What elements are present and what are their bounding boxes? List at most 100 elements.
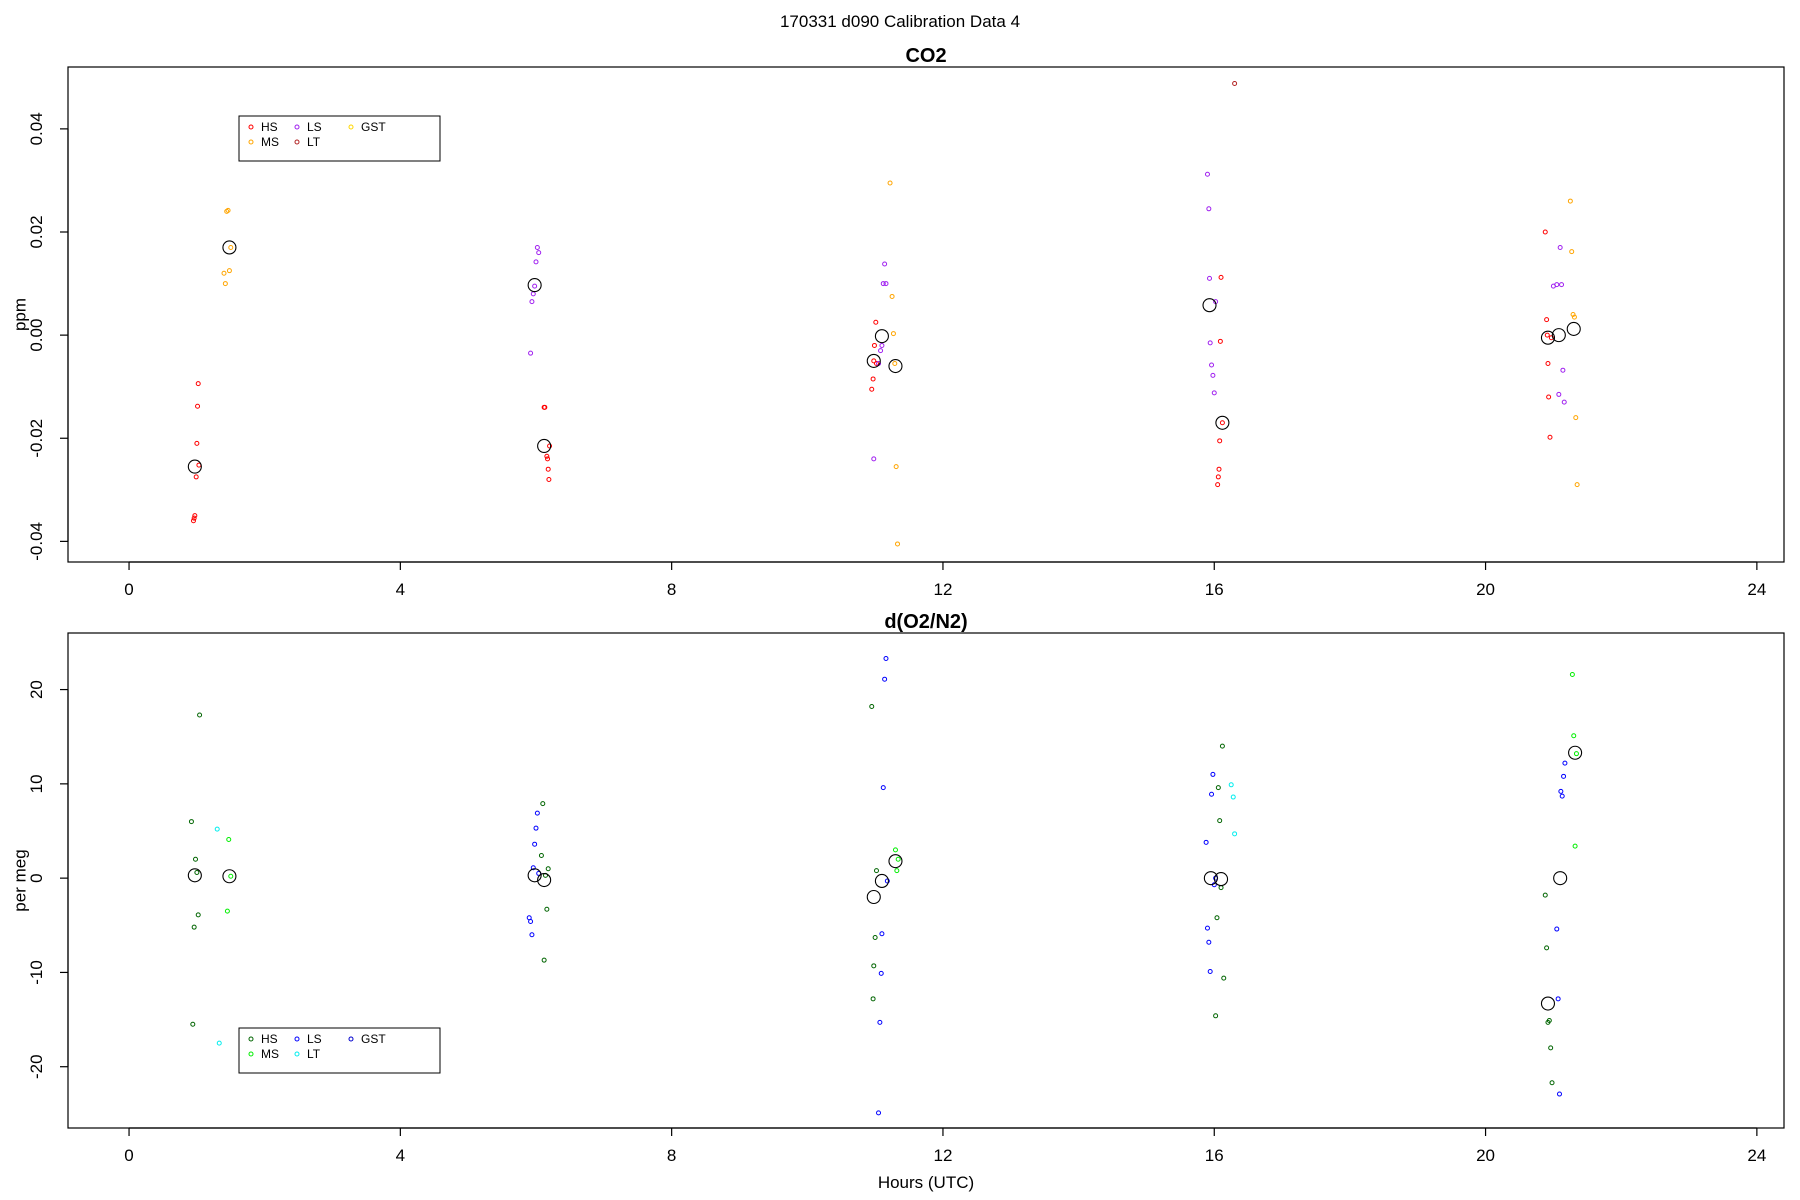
o2n2-y-tick-label: 10 — [27, 774, 46, 793]
o2n2-mean-point — [222, 869, 237, 884]
o2n2-point-ms — [894, 868, 900, 874]
co2-legend-label: HS — [261, 120, 278, 134]
co2-mean-point — [1215, 415, 1230, 430]
o2n2-panel-title: d(O2/N2) — [884, 611, 967, 633]
co2-legend-label: LT — [307, 135, 321, 149]
o2n2-point-hs — [541, 957, 547, 963]
co2-mean-point — [537, 438, 552, 454]
co2-point-ls — [882, 261, 888, 267]
o2n2-point-hs — [869, 704, 875, 710]
o2n2-point-hs — [1221, 975, 1227, 981]
co2-point-hs — [1545, 360, 1551, 366]
co2-legend-marker — [248, 139, 254, 145]
co2-point-ls — [534, 244, 540, 250]
o2n2-x-tick-label: 4 — [396, 1146, 405, 1165]
o2n2-point-ls — [1556, 1091, 1562, 1097]
co2-legend-label: LS — [307, 120, 322, 134]
o2n2-mean-point — [537, 872, 552, 888]
o2n2-point-hs — [194, 869, 200, 875]
o2n2-y-tick-label: -20 — [27, 1054, 46, 1079]
co2-point-ls — [1557, 244, 1563, 250]
co2-mean-point — [222, 240, 237, 255]
o2n2-point-hs — [872, 935, 878, 941]
co2-legend-marker — [348, 124, 354, 130]
co2-point-ls — [1207, 340, 1213, 346]
co2-point-ms — [889, 293, 895, 299]
co2-point-ms — [228, 244, 234, 250]
co2-point-hs — [871, 342, 877, 348]
o2n2-legend-label: GST — [361, 1032, 386, 1046]
o2n2-point-hs — [1542, 892, 1548, 898]
o2n2-legend-label: LS — [307, 1032, 322, 1046]
o2n2-point-hs — [1219, 743, 1225, 749]
o2n2-point-ls — [1210, 771, 1216, 777]
co2-legend-marker — [294, 139, 300, 145]
co2-x-tick-label: 24 — [1747, 580, 1766, 599]
o2n2-point-hs — [1544, 945, 1550, 951]
co2-point-hs — [873, 360, 879, 366]
co2-point-ls — [1556, 391, 1562, 397]
o2n2-point-lt — [214, 826, 220, 832]
co2-legend-label: MS — [261, 135, 279, 149]
o2n2-point-ls — [532, 841, 538, 847]
co2-mean-point — [1202, 298, 1217, 313]
o2n2-mean-point — [888, 854, 903, 869]
o2n2-x-tick-label: 12 — [933, 1146, 952, 1165]
o2n2-point-ms — [895, 856, 901, 862]
o2n2-x-tick-label: 24 — [1747, 1146, 1766, 1165]
co2-point-ls — [533, 259, 539, 265]
o2n2-mean-point — [866, 889, 881, 905]
o2n2-legend-label: LT — [307, 1047, 321, 1061]
o2n2-point-lt — [1230, 794, 1236, 800]
figure-title: 170331 d090 Calibration Data 4 — [780, 12, 1020, 31]
o2n2-panel: d(O2/N2) per meg Hours (UTC) 0 4 8 12 16 20 24… — [11, 611, 1785, 1192]
o2n2-legend-marker — [348, 1036, 354, 1042]
co2-panel-title: CO2 — [905, 45, 946, 67]
co2-point-hs — [869, 386, 875, 392]
co2-x-tick-label: 16 — [1205, 580, 1224, 599]
co2-point-ls — [1207, 275, 1213, 281]
o2n2-point-ls — [1203, 839, 1209, 845]
o2n2-point-ls — [879, 931, 885, 937]
o2n2-point-hs — [1217, 818, 1223, 824]
co2-point-ls — [536, 250, 542, 256]
o2n2-point-ms — [1569, 671, 1575, 677]
o2n2-mean-point — [1213, 872, 1229, 887]
co2-mean-point — [1551, 328, 1566, 343]
co2-mean-point — [1566, 321, 1581, 336]
o2n2-point-hs — [1215, 785, 1221, 791]
o2n2-point-hs — [1213, 1013, 1219, 1019]
co2-mean-point — [1540, 330, 1556, 345]
o2n2-point-ls — [1562, 760, 1568, 766]
o2n2-x-axis-label: Hours (UTC) — [878, 1173, 974, 1192]
co2-point-hs — [1547, 434, 1553, 440]
o2n2-point-hs — [545, 866, 551, 872]
o2n2-point-hs — [538, 853, 544, 859]
o2n2-point-hs — [191, 924, 197, 930]
co2-point-hs — [871, 358, 877, 364]
o2n2-mean-point — [1553, 871, 1568, 886]
o2n2-point-hs — [193, 856, 199, 862]
co2-point-hs — [1217, 338, 1223, 344]
o2n2-x-tick-label: 0 — [124, 1146, 133, 1165]
o2n2-point-ls — [1559, 793, 1565, 799]
co2-y-tick-label: 0.02 — [27, 215, 46, 248]
o2n2-y-axis: -20 -10 0 10 20 — [27, 680, 69, 1079]
o2n2-legend-marker — [294, 1051, 300, 1057]
co2-point-hs — [1218, 274, 1224, 280]
o2n2-point-ms — [1571, 733, 1577, 739]
co2-point-ls — [1209, 362, 1215, 368]
co2-y-axis-label: ppm — [11, 298, 30, 331]
o2n2-point-ls — [529, 932, 535, 938]
o2n2-legend-box — [238, 1027, 441, 1074]
o2n2-point-lt — [216, 1040, 222, 1046]
co2-legend-marker — [294, 124, 300, 130]
co2-point-hs — [1215, 474, 1221, 480]
co2-point-ms — [226, 268, 232, 274]
o2n2-point-hs — [873, 868, 879, 874]
co2-point-ls — [1554, 282, 1560, 288]
o2n2-point-hs — [197, 712, 203, 718]
co2-point-ls — [1210, 372, 1216, 378]
